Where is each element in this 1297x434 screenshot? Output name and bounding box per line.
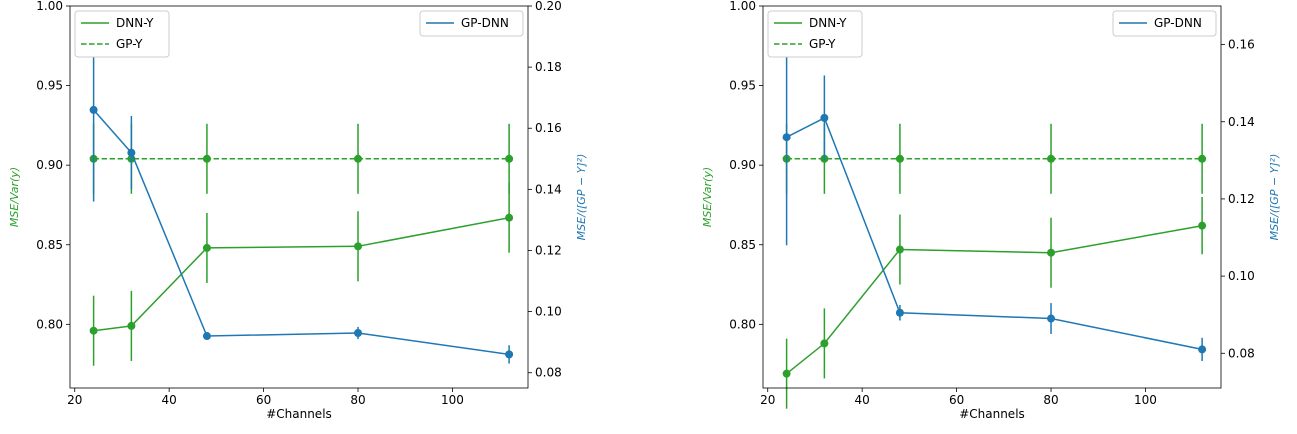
y-tick-label-left: 0.85 bbox=[729, 238, 756, 252]
y-tick-label-right: 0.20 bbox=[535, 0, 562, 13]
x-tick-label: 80 bbox=[1043, 393, 1058, 407]
x-tick-label: 100 bbox=[441, 393, 464, 407]
y-tick-label-right: 0.14 bbox=[535, 182, 562, 196]
y-tick-label-right: 0.18 bbox=[535, 60, 562, 74]
y-tick-label-left: 0.95 bbox=[36, 79, 63, 93]
x-tick-label: 80 bbox=[350, 393, 365, 407]
data-point-dnn-y bbox=[89, 326, 98, 335]
x-tick-label: 20 bbox=[760, 393, 775, 407]
y-tick-label-right: 0.12 bbox=[535, 243, 562, 257]
data-point-gp-dnn bbox=[1198, 345, 1207, 354]
data-point-dnn-y bbox=[505, 213, 514, 222]
data-point-gp-dnn bbox=[202, 332, 211, 341]
legend-label: GP-Y bbox=[809, 37, 836, 51]
legend-right: GP-DNN bbox=[1112, 10, 1217, 37]
data-point-dnn-y bbox=[820, 339, 829, 348]
data-point-dnn-y bbox=[782, 369, 791, 378]
legend-left: DNN-Y GP-Y bbox=[74, 10, 170, 58]
y-axis-label-left: MSE/Var(y) bbox=[701, 167, 714, 227]
y-tick-label-right: 0.14 bbox=[1228, 115, 1255, 129]
y-tick-label-left: 0.80 bbox=[36, 317, 63, 331]
legend-label: GP-DNN bbox=[1154, 16, 1202, 30]
y-tick-label-right: 0.08 bbox=[1228, 346, 1255, 360]
legend-label: DNN-Y bbox=[809, 16, 847, 30]
series-line-dnn-y bbox=[93, 216, 510, 332]
legend-box bbox=[1112, 10, 1217, 37]
x-axis-label: #Channels bbox=[959, 407, 1025, 421]
axes-frame bbox=[69, 5, 529, 389]
y-axis-label-right: MSE/([GP − Y]²) bbox=[575, 154, 588, 241]
data-point-gp-y bbox=[202, 154, 211, 163]
y-tick-label-right: 0.16 bbox=[535, 121, 562, 135]
x-tick-label: 40 bbox=[855, 393, 870, 407]
y-tick-label-left: 0.90 bbox=[36, 158, 63, 172]
legend-label: GP-DNN bbox=[461, 16, 509, 30]
y-tick-label-right: 0.12 bbox=[1228, 192, 1255, 206]
chart-panel-1: 20 40 60 80 100 0.80 0.85 0.90 0.95 1.00 0.08 0.10 0… bbox=[8, 0, 588, 421]
chart-panel-2: 20 40 60 80 100 0.80 0.85 0.90 0.95 1.00 0.08 0.10 0… bbox=[701, 0, 1281, 421]
data-point-gp-dnn bbox=[89, 105, 98, 114]
data-point-gp-y bbox=[1047, 154, 1056, 163]
x-axis-label: #Channels bbox=[266, 407, 332, 421]
series-group bbox=[782, 29, 1207, 409]
data-point-gp-y bbox=[354, 154, 363, 163]
y-tick-label-left: 0.95 bbox=[729, 79, 756, 93]
data-point-dnn-y bbox=[895, 245, 904, 254]
data-point-gp-dnn bbox=[127, 148, 136, 157]
y-tick-label-right: 0.08 bbox=[535, 366, 562, 380]
data-point-dnn-y bbox=[354, 242, 363, 251]
legend-label: GP-Y bbox=[116, 37, 143, 51]
data-point-gp-dnn bbox=[782, 133, 791, 142]
y-axis-label-left: MSE/Var(y) bbox=[8, 167, 21, 227]
data-point-gp-y bbox=[505, 154, 514, 163]
data-point-gp-dnn bbox=[820, 113, 829, 122]
y-tick-label-left: 1.00 bbox=[729, 0, 756, 13]
data-point-gp-dnn bbox=[505, 350, 514, 359]
data-point-dnn-y bbox=[1047, 248, 1056, 257]
y-tick-label-left: 0.85 bbox=[36, 238, 63, 252]
x-tick-label: 100 bbox=[1134, 393, 1157, 407]
y-tick-label-right: 0.10 bbox=[535, 305, 562, 319]
y-tick-label-left: 0.80 bbox=[729, 317, 756, 331]
data-point-gp-dnn bbox=[895, 308, 904, 317]
series-group bbox=[89, 18, 514, 366]
x-tick-label: 20 bbox=[67, 393, 82, 407]
x-tick-label: 40 bbox=[162, 393, 177, 407]
data-point-dnn-y bbox=[1198, 221, 1207, 230]
y-tick-label-left: 0.90 bbox=[729, 158, 756, 172]
legend-left: DNN-Y GP-Y bbox=[767, 10, 863, 58]
data-point-gp-dnn bbox=[354, 328, 363, 337]
legend-label: DNN-Y bbox=[116, 16, 154, 30]
series-line-gp-dnn bbox=[786, 116, 1203, 351]
axes-frame bbox=[762, 5, 1222, 389]
data-point-gp-dnn bbox=[1047, 314, 1056, 323]
legend-box bbox=[419, 10, 524, 37]
data-point-dnn-y bbox=[127, 321, 136, 330]
series-line-gp-dnn bbox=[93, 109, 510, 356]
y-tick-label-left: 1.00 bbox=[36, 0, 63, 13]
data-point-gp-y bbox=[1198, 154, 1207, 163]
data-point-dnn-y bbox=[202, 243, 211, 252]
x-tick-label: 60 bbox=[949, 393, 964, 407]
y-axis-label-right: MSE/([GP − Y]²) bbox=[1268, 154, 1281, 241]
series-line-dnn-y bbox=[786, 224, 1203, 375]
y-tick-label-right: 0.10 bbox=[1228, 269, 1255, 283]
y-tick-label-right: 0.16 bbox=[1228, 38, 1255, 52]
legend-right: GP-DNN bbox=[419, 10, 524, 37]
data-point-gp-y bbox=[895, 154, 904, 163]
x-tick-label: 60 bbox=[256, 393, 271, 407]
